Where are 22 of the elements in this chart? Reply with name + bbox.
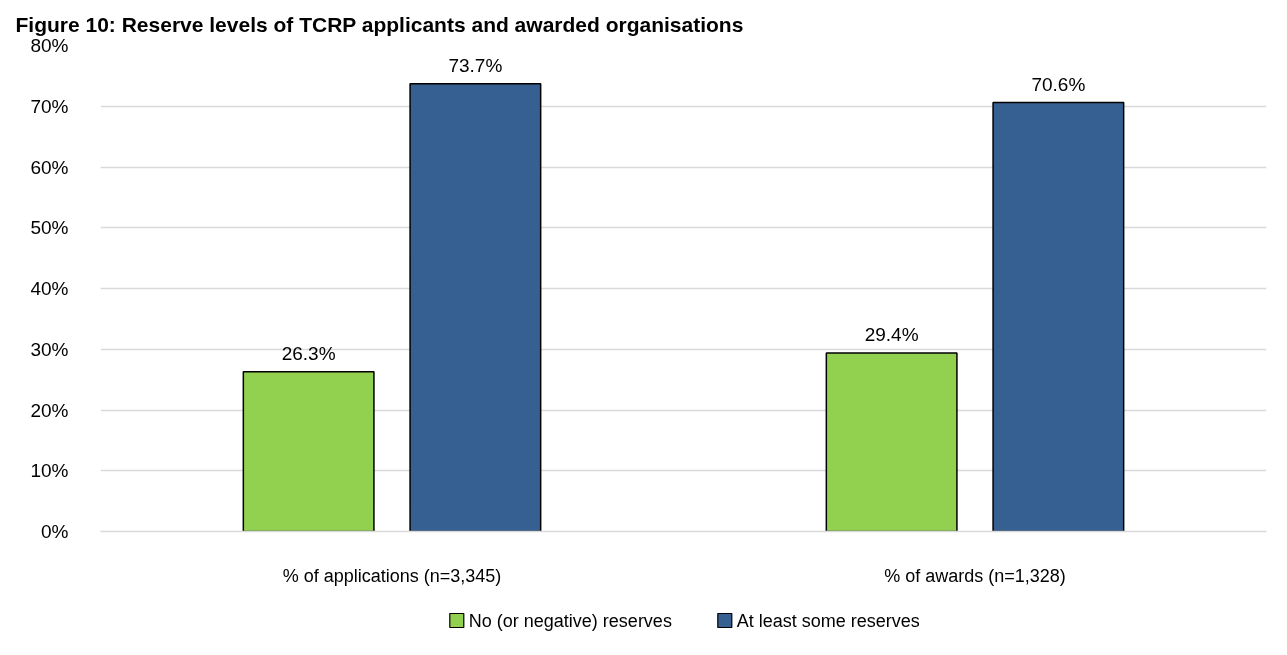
y-tick-label: 80%	[30, 35, 69, 56]
x-tick-label: % of applications (n=3,345)	[282, 565, 502, 586]
y-tick-label: 50%	[30, 217, 69, 239]
y-tick-label: 0%	[41, 521, 69, 542]
bar	[242, 370, 375, 532]
data-label: 26.3%	[281, 342, 336, 364]
y-tick-label: 70%	[30, 95, 69, 117]
legend-label: At least some reserves	[736, 610, 920, 631]
y-tick-label: 60%	[30, 156, 69, 178]
y-tick-label: 40%	[30, 278, 69, 299]
chart-title: Figure 10: Reserve levels of TCRP applicants and awarded organisations	[15, 12, 744, 36]
legend-label: No (or negative) reserves	[468, 610, 672, 631]
data-label: 73.7%	[448, 54, 503, 76]
y-tick-label: 20%	[30, 399, 69, 421]
bar	[825, 352, 958, 532]
x-tick-label: % of awards (n=1,328)	[884, 565, 1066, 586]
y-tick-label: 10%	[30, 460, 69, 482]
bar	[409, 83, 542, 532]
y-tick-label: 30%	[30, 338, 69, 360]
data-label: 70.6%	[1031, 73, 1086, 95]
data-label: 29.4%	[864, 323, 919, 345]
bar	[992, 101, 1125, 532]
